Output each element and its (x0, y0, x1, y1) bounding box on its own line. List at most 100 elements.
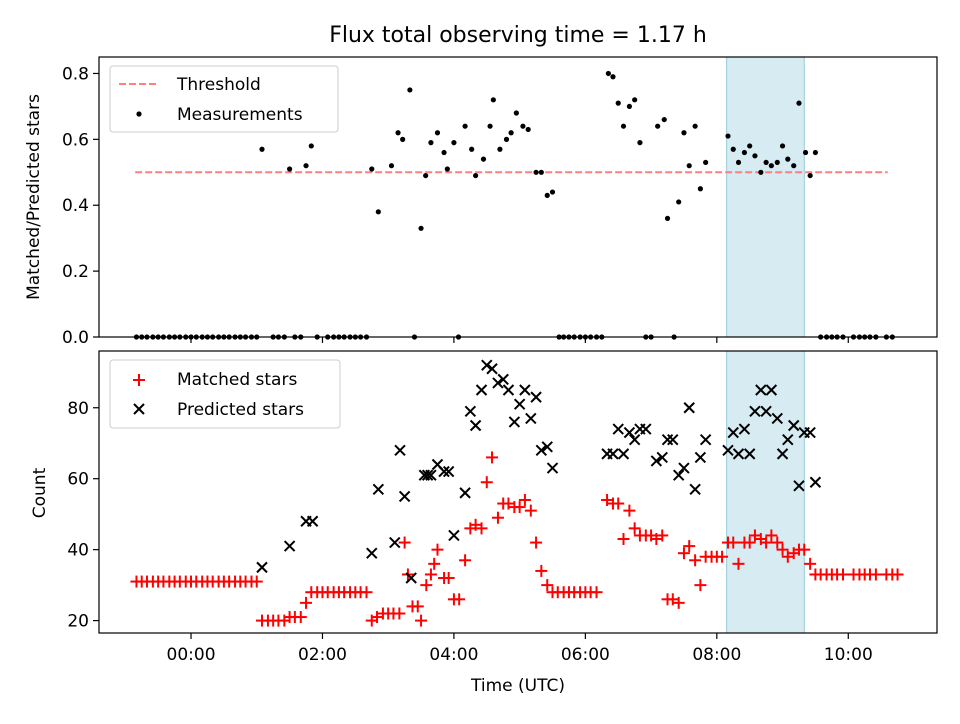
predicted-stars-point (672, 469, 685, 481)
legend-measurements-marker (136, 111, 142, 117)
predicted-stars-point (459, 487, 471, 499)
measurement-point (503, 136, 510, 142)
predicted-stars-point (683, 402, 695, 414)
measurement-point (779, 143, 786, 149)
matched-stars-point (480, 476, 493, 489)
measurement-point (605, 70, 611, 77)
predicted-stars-point (513, 398, 526, 410)
predicted-stars-point (793, 480, 805, 492)
x-tick-label: 04:00 (429, 645, 478, 665)
measurement-point (434, 130, 441, 136)
count-x-axis: 00:00 02:00 04:00 06:00 08:00 10:00 (167, 633, 873, 665)
matched-stars-point (541, 579, 554, 592)
predicted-stars-point (535, 444, 548, 457)
observing-window-span (726, 350, 805, 634)
matched-stars-point (420, 579, 433, 592)
matched-stars-point (760, 536, 773, 549)
measurement-point (490, 97, 496, 103)
matched-stars-point (294, 611, 307, 624)
measurement-point (747, 143, 753, 149)
matched-stars-point (656, 529, 669, 542)
predicted-stars-point (366, 547, 378, 559)
measurement-point (508, 130, 514, 136)
matched-stars-point (535, 564, 548, 577)
matched-stars-point (672, 596, 685, 609)
measurement-point (791, 163, 797, 169)
matched-stars-point (804, 557, 817, 570)
matched-stars-point (415, 614, 428, 627)
predicted-stars-point (481, 359, 493, 371)
predicted-stars-point (738, 423, 751, 435)
measurement-point (632, 97, 638, 103)
legend-measurements-label: Measurements (177, 105, 303, 125)
predicted-stars-point (788, 419, 800, 432)
predicted-stars-point (689, 483, 701, 496)
legend-predicted-marker (133, 403, 145, 415)
predicted-stars-point (525, 412, 537, 425)
y-tick-label: 80 (67, 399, 89, 419)
matched-stars-point (513, 501, 526, 514)
matched-stars-point (300, 596, 313, 609)
measurement-point (785, 156, 791, 162)
x-tick-label: 00:00 (167, 645, 216, 665)
measurement-point (525, 126, 531, 133)
measurement-point (725, 133, 731, 139)
matched-stars-point (776, 543, 789, 556)
predicted-stars-point (541, 441, 553, 453)
matched-stars-point (360, 586, 373, 599)
predicted-stars-point (628, 433, 641, 446)
matched-stars-point (765, 529, 778, 542)
count-series (130, 359, 904, 627)
predicted-stars-point (612, 423, 624, 435)
measurement-point (259, 146, 265, 152)
measurement-point (774, 159, 780, 166)
matched-stars-point (524, 504, 537, 517)
ratio-y-axis: 0.0 0.2 0.4 0.6 0.8 (62, 64, 99, 348)
predicted-stars-point (256, 561, 268, 574)
predicted-stars-point (469, 419, 482, 432)
measurement-point (735, 159, 742, 166)
y-tick-label: 0.8 (62, 64, 89, 84)
y-tick-label: 0.2 (62, 262, 89, 282)
measurement-point (444, 166, 450, 172)
matched-stars-point (771, 536, 784, 549)
observing-window-span (726, 56, 805, 338)
predicted-stars-point (492, 377, 504, 389)
matched-stars-point (428, 557, 441, 570)
y-tick-label: 20 (67, 612, 89, 632)
matched-stars-point (743, 536, 756, 549)
measurement-point (681, 130, 687, 136)
measurement-point (538, 169, 544, 175)
matched-stars-point (628, 522, 641, 535)
predicted-stars-point (776, 448, 789, 460)
predicted-stars-point (306, 515, 319, 527)
measurement-point (655, 123, 661, 129)
x-tick-label: 06:00 (561, 645, 610, 665)
matched-stars-point (411, 600, 424, 613)
matched-stars-point (424, 568, 437, 581)
measurement-point (287, 166, 293, 172)
predicted-stars-point (519, 384, 531, 396)
predicted-stars-point (699, 433, 712, 446)
measurement-point (686, 163, 692, 169)
measurement-point (626, 103, 633, 110)
legend-matched-label: Matched stars (177, 370, 297, 390)
predicted-stars-point (656, 451, 668, 464)
matched-stars-point (486, 451, 499, 464)
measurement-point (308, 143, 314, 149)
measurement-point (758, 169, 764, 175)
measurement-point (428, 140, 434, 146)
measurement-point (763, 159, 769, 166)
measurement-point (441, 149, 447, 156)
matched-stars-point (689, 554, 702, 567)
legend-matched-marker (133, 374, 145, 386)
measurement-point (497, 146, 503, 152)
matched-stars-point (612, 497, 625, 510)
measurement-point (752, 153, 758, 159)
y-tick-label: 0.0 (62, 328, 89, 348)
x-tick-label: 08:00 (692, 645, 741, 665)
measurement-point (703, 159, 709, 166)
predicted-stars-point (372, 483, 385, 496)
matched-stars-point (798, 543, 811, 556)
